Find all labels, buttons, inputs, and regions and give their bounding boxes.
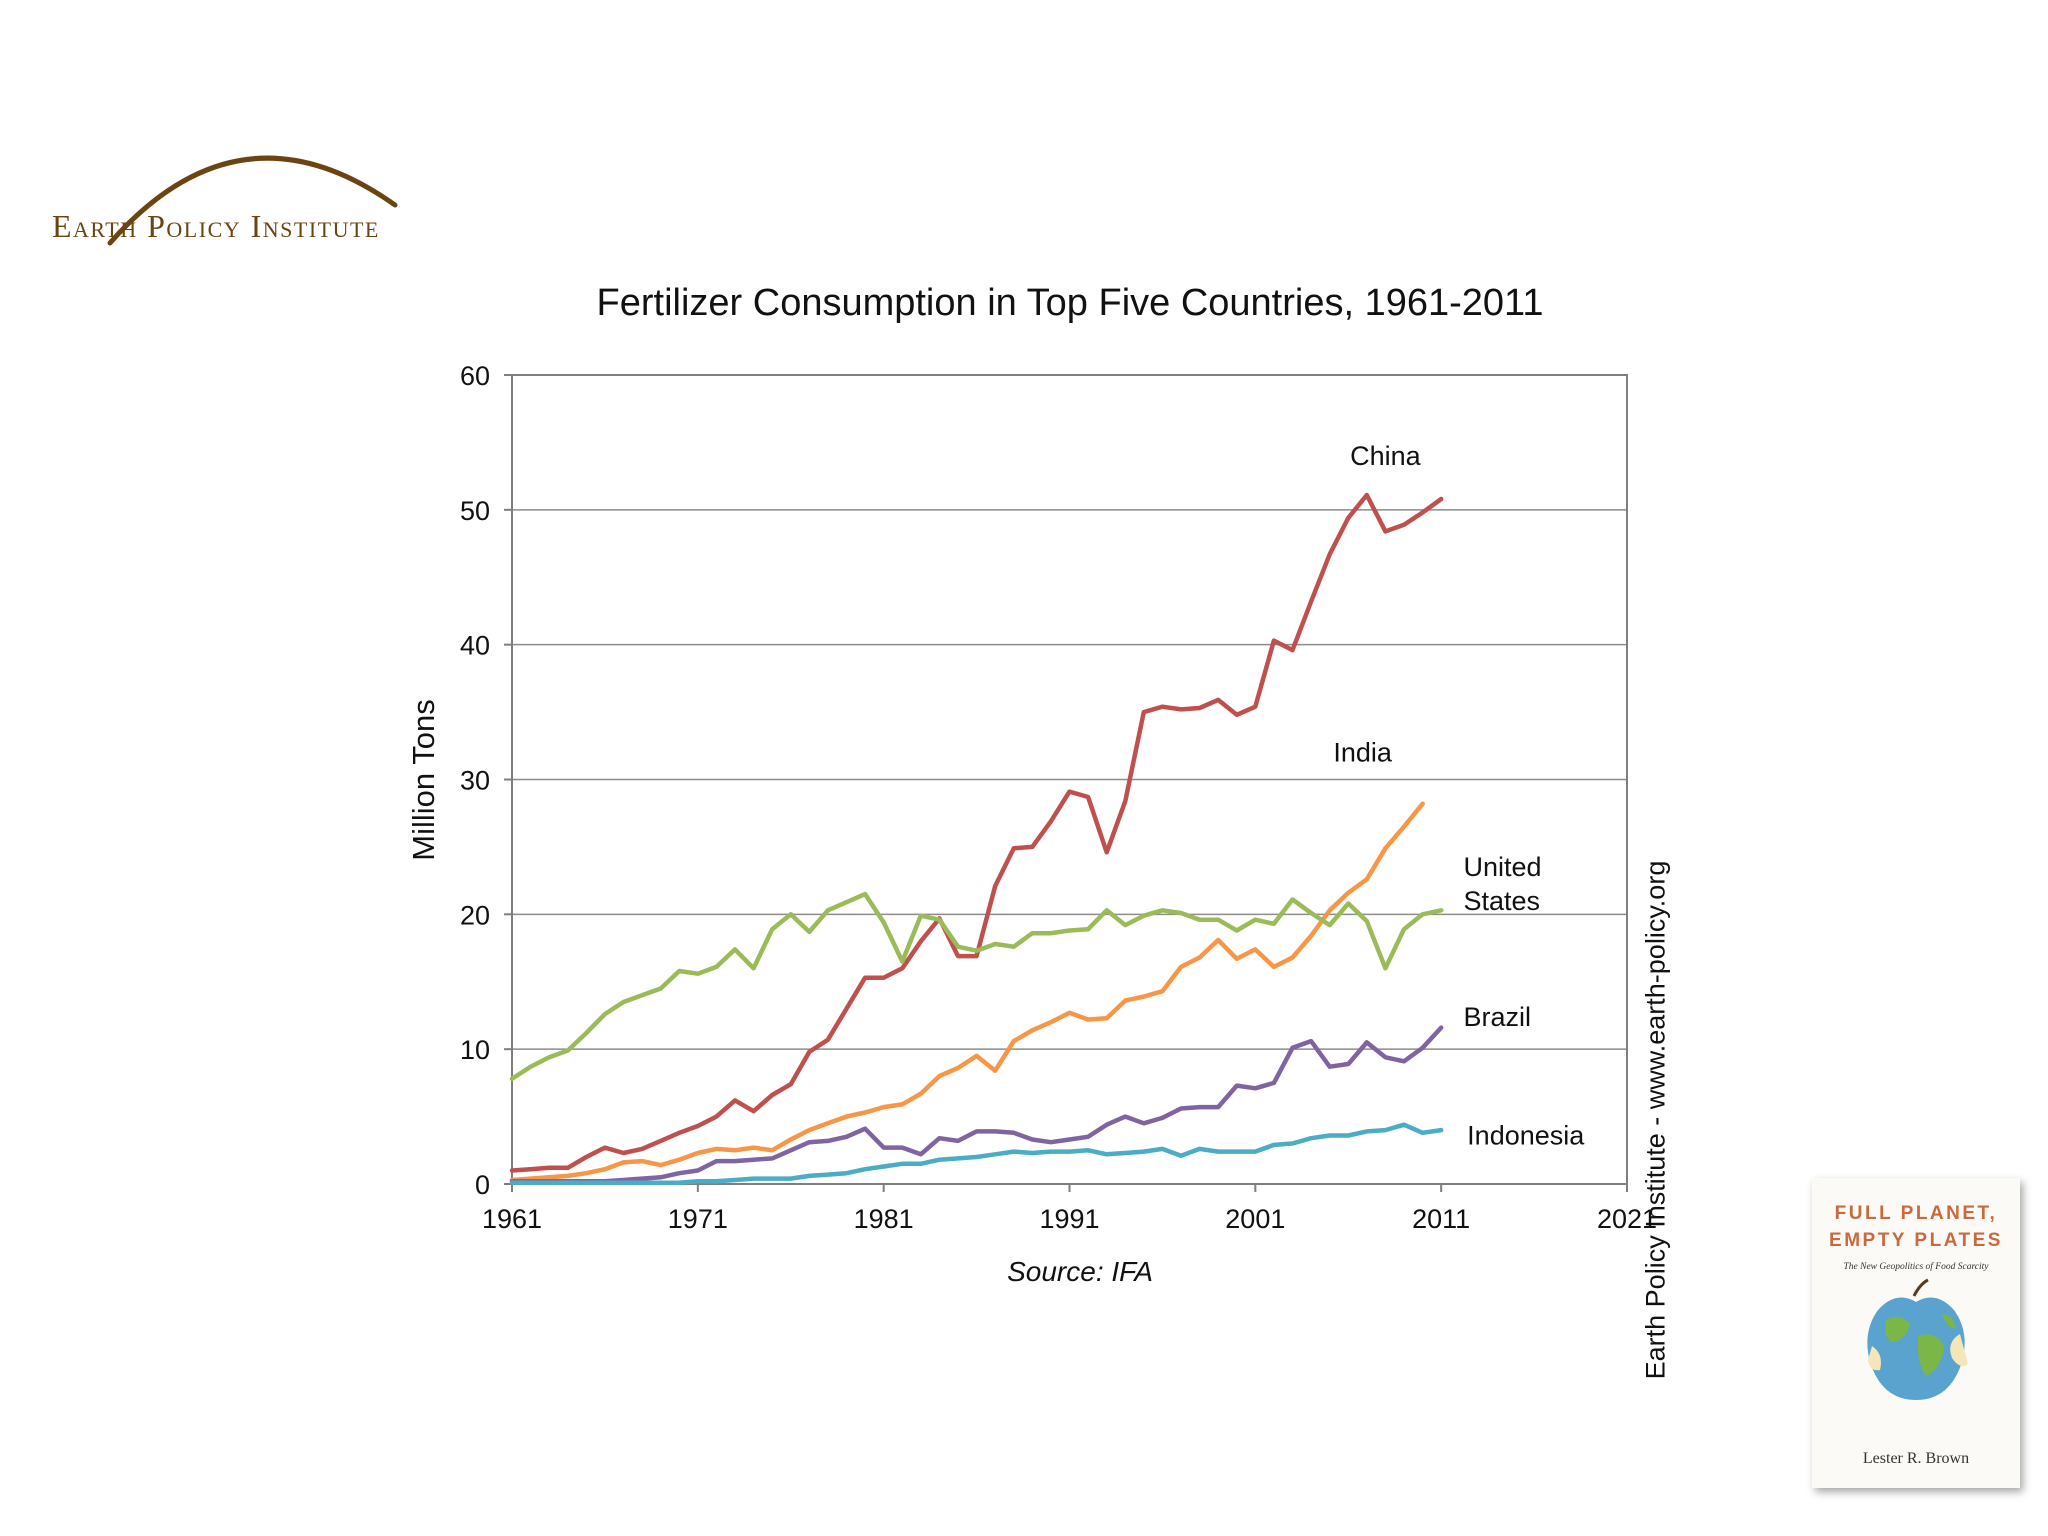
book-title-line-1: FULL PLANET, [1834, 1203, 1998, 1224]
x-tick-label-2001: 2001 [1225, 1204, 1285, 1234]
book-author: Lester R. Brown [1862, 1450, 1970, 1467]
axis-ticks: 0 10 20 30 40 50 60 1961 1971 1981 1991 2001 2011 202… [460, 361, 1657, 1234]
x-tick-label-1961: 1961 [482, 1204, 542, 1234]
series-line-united-states [509, 891, 1444, 1082]
x-tick-label-2011: 2011 [1412, 1204, 1470, 1234]
y-tick-label-30: 30 [460, 766, 490, 796]
y-tick-label-0: 0 [475, 1170, 490, 1200]
gridlines [512, 509, 1627, 1050]
x-tick-label-2021: 2021 [1597, 1204, 1657, 1234]
book-cover: FULL PLANET, EMPTY PLATES The New Geopol… [1812, 1178, 2020, 1488]
book-title: FULL PLANET, EMPTY PLATES [1812, 1200, 2020, 1254]
y-tick-label-50: 50 [460, 496, 490, 526]
series-label-brazil: Brazil [1463, 1002, 1531, 1032]
x-tick-label-1991: 1991 [1039, 1204, 1099, 1234]
series-label-china: China [1350, 441, 1422, 471]
series-lines [509, 492, 1444, 1185]
book-subtitle: The New Geopolitics of Food Scarcity [1843, 1262, 1989, 1272]
series-line-brazil [509, 1025, 1444, 1184]
logo-arc-icon [107, 155, 398, 246]
bitten-globe-apple-icon [1867, 1278, 1968, 1400]
series-label-united-states-1: United [1463, 852, 1541, 882]
y-tick-label-10: 10 [460, 1035, 490, 1065]
x-tick-label-1971: 1971 [668, 1204, 728, 1234]
series-label-united-states-2: States [1463, 886, 1540, 916]
y-axis-label: Million Tons [406, 699, 441, 860]
logo-text: Earth Policy Institute [52, 208, 380, 244]
credit-text: Earth Policy Institute - www.earth-polic… [1640, 860, 1671, 1380]
series-label-india: India [1333, 738, 1393, 768]
series-labels: China India United States Brazil Indonesia [1333, 441, 1585, 1151]
series-line-china [509, 492, 1444, 1173]
series-label-indonesia: Indonesia [1467, 1120, 1585, 1150]
y-tick-label-40: 40 [460, 631, 490, 661]
y-tick-label-20: 20 [460, 900, 490, 930]
x-tick-label-1981: 1981 [854, 1204, 914, 1234]
book-title-line-2: EMPTY PLATES [1829, 1230, 2003, 1251]
series-line-india [509, 801, 1425, 1183]
y-tick-label-60: 60 [460, 361, 490, 391]
series-line-indonesia [509, 1122, 1444, 1185]
source-note: Source: IFA [1007, 1256, 1153, 1287]
chart-title: Fertilizer Consumption in Top Five Count… [596, 282, 1544, 324]
